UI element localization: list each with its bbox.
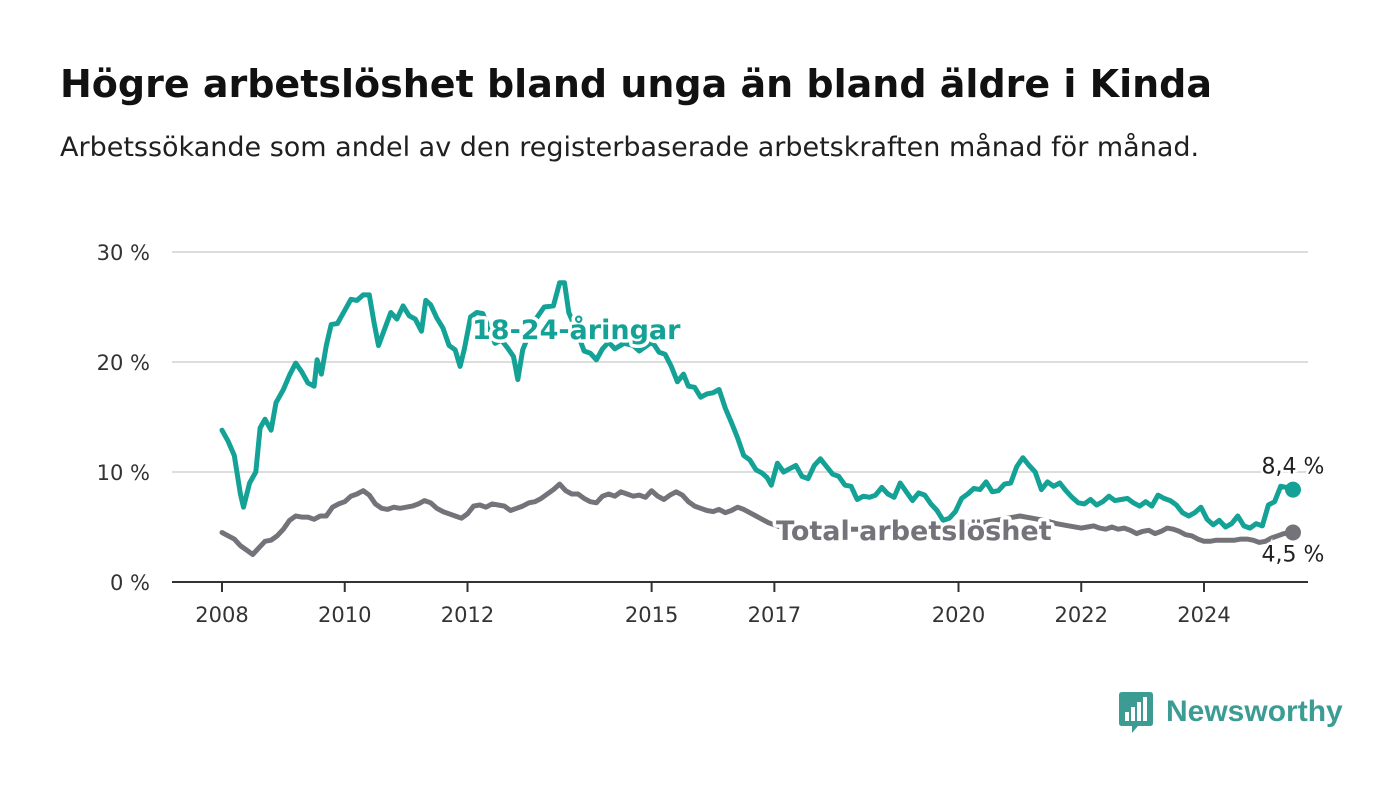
- gridlines: [172, 251, 1308, 473]
- chart-title: Högre arbetslöshet bland unga än bland ä…: [60, 62, 1213, 106]
- y-tick-label-10: 10 %: [97, 461, 150, 485]
- y-tick-label-0: 0 %: [110, 571, 150, 595]
- x-axis-ticks: 2008 2010 2012 2015 2017 2020 2022 2024: [172, 581, 1308, 627]
- x-tick-label-2022: 2022: [1055, 603, 1108, 627]
- x-tick-label-2010: 2010: [318, 603, 371, 627]
- chart-subtitle: Arbetssökande som andel av den registerb…: [60, 132, 1200, 163]
- brand-name: Newsworthy: [1166, 695, 1343, 728]
- x-tick-label-2012: 2012: [441, 603, 494, 627]
- series-lines: [219, 280, 1301, 557]
- end-label-youth: 8,4 %: [1262, 455, 1325, 480]
- series-labels: 18-24-åringar Total arbetslöshet 8,4 % 4,5 …: [469, 311, 1327, 571]
- newsworthy-chart-logo-icon: [1119, 692, 1153, 733]
- x-tick-label-2024: 2024: [1177, 603, 1230, 627]
- y-tick-label-30: 30 %: [97, 241, 150, 265]
- series-line-total: [219, 481, 1296, 557]
- series-label-total: Total arbetslöshet: [776, 516, 1052, 547]
- x-tick-label-2008: 2008: [195, 603, 248, 627]
- end-point-total: [1284, 524, 1301, 541]
- x-tick-label-2017: 2017: [748, 603, 801, 627]
- newsworthy-brand: Newsworthy: [1118, 690, 1343, 734]
- y-tick-label-20: 20 %: [97, 351, 150, 375]
- end-label-total: 4,5 %: [1262, 543, 1325, 568]
- end-point-youth: [1284, 481, 1301, 498]
- x-tick-label-2015: 2015: [625, 603, 678, 627]
- series-line-youth: [219, 280, 1296, 531]
- x-tick-label-2020: 2020: [932, 603, 985, 627]
- y-axis-ticks: 0 % 10 % 20 % 30 %: [97, 241, 150, 595]
- series-label-youth: 18-24-åringar: [472, 314, 681, 346]
